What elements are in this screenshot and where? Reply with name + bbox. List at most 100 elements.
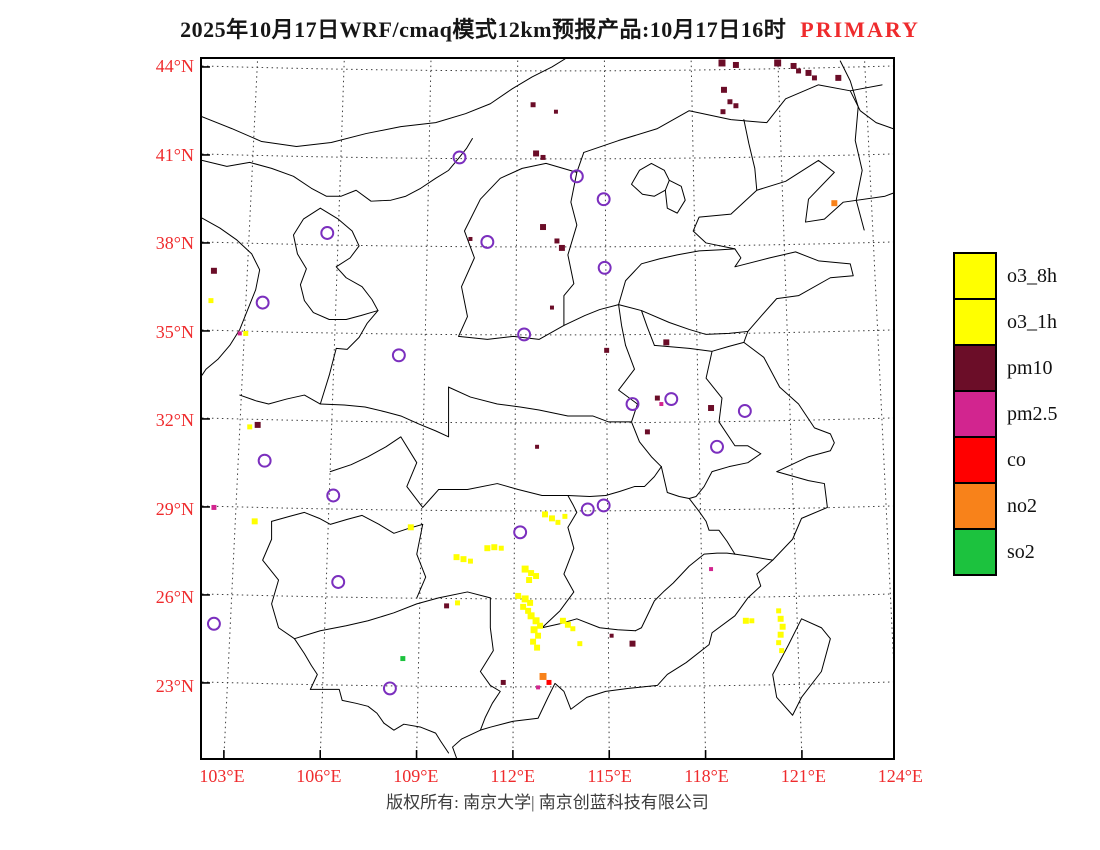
station-circle: [596, 192, 611, 207]
marker-o3: [520, 603, 527, 610]
marker-o3: [467, 558, 473, 564]
legend-item-so2: so2: [953, 528, 1058, 576]
lat-label: 29°N: [155, 498, 194, 519]
marker-pm25: [536, 685, 541, 690]
marker-o3: [555, 519, 561, 525]
marker-o3: [776, 640, 782, 646]
station-circle: [391, 348, 406, 363]
legend-label: pm10: [1007, 356, 1053, 379]
legend-item-pm10: pm10: [953, 344, 1058, 392]
marker-pm10: [468, 236, 473, 241]
marker-so2: [400, 656, 406, 662]
marker-o3: [530, 626, 538, 634]
pollutant-markers-layer: [206, 59, 842, 696]
marker-pm10: [530, 102, 536, 108]
marker-pm10: [790, 62, 797, 69]
marker-pm10: [254, 421, 261, 428]
marker-pm10: [727, 99, 733, 105]
lon-label: 115°E: [587, 766, 632, 786]
marker-o3: [455, 600, 461, 606]
lon-label: 118°E: [684, 766, 729, 786]
station-circle: [580, 502, 595, 517]
marker-o3: [577, 641, 583, 647]
lat-label: 38°N: [155, 233, 194, 253]
station-circle: [597, 260, 612, 275]
marker-o3: [528, 570, 535, 577]
lon-label: 103°E: [199, 766, 245, 786]
marker-o3: [527, 599, 534, 606]
station-circle: [257, 453, 272, 468]
marker-pm25: [709, 567, 714, 572]
marker-o3: [535, 632, 542, 639]
marker-pm10: [644, 429, 650, 435]
marker-pm10: [718, 59, 726, 67]
legend-label: co: [1007, 448, 1026, 471]
marker-pm10: [533, 150, 540, 157]
station-circle: [737, 404, 752, 418]
legend-item-o3_8h: o3_8h: [953, 252, 1058, 300]
station-circle: [326, 488, 341, 503]
lon-label: 109°E: [393, 766, 439, 786]
marker-no2: [831, 200, 838, 207]
marker-pm25: [211, 504, 217, 510]
marker-pm10: [835, 74, 842, 81]
station-circle: [206, 616, 221, 631]
marker-o3: [491, 544, 498, 551]
legend-item-co: co: [953, 436, 1058, 484]
marker-pm10: [654, 395, 660, 401]
marker-o3: [525, 607, 532, 614]
marker-pm10: [210, 267, 217, 274]
marker-o3: [570, 626, 576, 632]
marker-o3: [542, 511, 548, 518]
station-circle: [625, 397, 640, 411]
lat-label: 32°N: [155, 410, 194, 430]
marker-o3: [460, 556, 467, 563]
legend-item-pm2.5: pm2.5: [953, 390, 1058, 438]
marker-o3: [208, 298, 214, 304]
lon-label: 106°E: [296, 766, 342, 786]
marker-pm25: [237, 331, 242, 336]
marker-o3: [564, 621, 571, 628]
lat-label: 23°N: [155, 675, 194, 696]
station-circle: [255, 295, 270, 310]
marker-o3: [521, 565, 529, 573]
marker-o3: [562, 513, 568, 519]
marker-o3: [779, 623, 786, 630]
marker-o3: [453, 554, 460, 561]
marker-pm10: [500, 679, 506, 685]
marker-pm10: [629, 640, 636, 647]
station-circle: [517, 327, 532, 342]
marker-pm10: [796, 68, 802, 74]
marker-o3: [779, 648, 785, 654]
station-circle: [569, 169, 584, 184]
title-primary-badge: PRIMARY: [800, 17, 920, 42]
station-circle: [452, 150, 467, 165]
lat-label: 41°N: [155, 144, 194, 165]
legend-swatch-o3_1h: [953, 298, 997, 346]
marker-no2: [539, 672, 547, 680]
lon-label: 112°E: [490, 766, 535, 786]
legend-label: so2: [1007, 540, 1035, 563]
marker-pm10: [553, 109, 558, 114]
forecast-map-svg: [202, 59, 893, 758]
marker-co: [546, 679, 552, 685]
marker-o3: [407, 524, 414, 531]
title-main: 2025年10月17日WRF/cmaq模式12km预报产品:10月17日16时: [180, 17, 787, 42]
marker-o3: [530, 638, 537, 645]
station-circle: [320, 226, 335, 240]
marker-o3: [521, 595, 529, 603]
legend-label: pm2.5: [1007, 402, 1058, 425]
marker-o3: [776, 608, 782, 614]
marker-o3: [534, 644, 541, 651]
legend-label: o3_1h: [1007, 310, 1057, 333]
marker-o3: [749, 618, 755, 624]
marker-pm10: [540, 154, 546, 160]
marker-pm10: [609, 633, 614, 638]
marker-pm10: [444, 603, 450, 609]
marker-o3: [498, 545, 504, 551]
legend-swatch-no2: [953, 482, 997, 530]
marker-pm10: [720, 86, 727, 93]
station-circle: [331, 575, 346, 589]
station-circle: [513, 525, 528, 540]
page-title: 2025年10月17日WRF/cmaq模式12km预报产品:10月17日16时 P…: [0, 12, 1100, 44]
